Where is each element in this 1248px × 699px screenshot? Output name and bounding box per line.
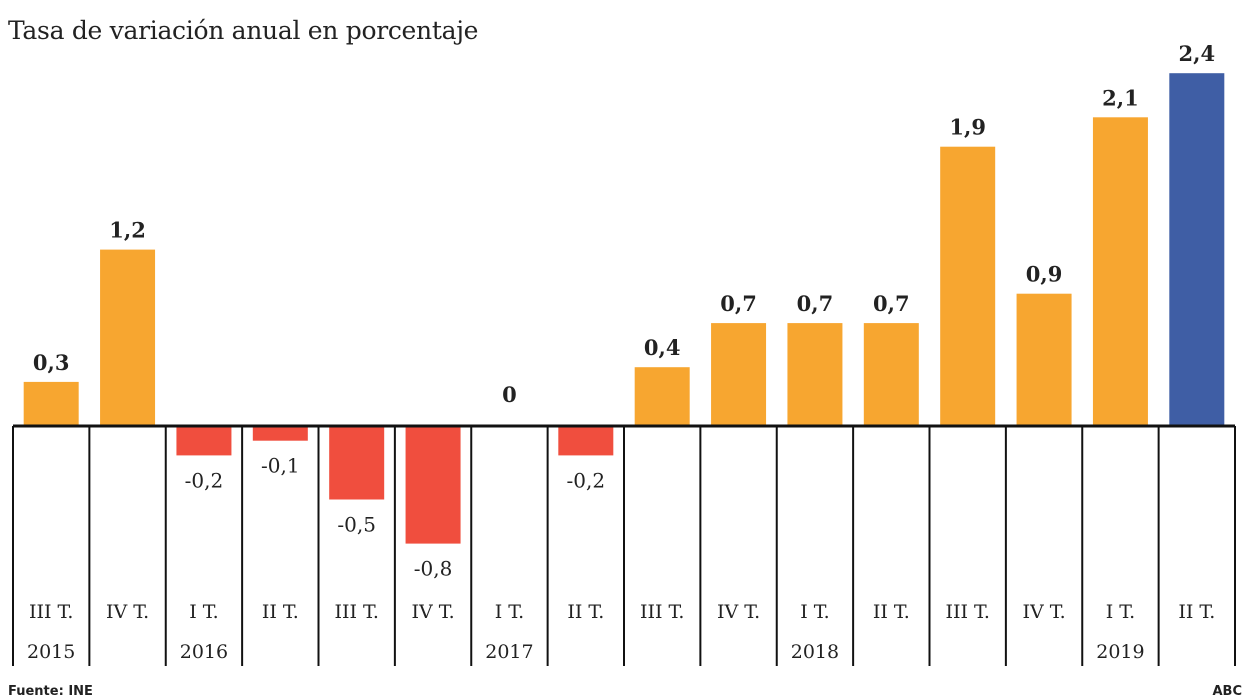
value-label-4: -0,5 — [337, 513, 376, 537]
tick-label-quarter-9: IV T. — [717, 601, 760, 623]
bars-layer — [23, 73, 1225, 544]
bar-4 — [329, 426, 385, 500]
tick-label-quarter-14: I T. — [1106, 601, 1135, 623]
bar-7 — [558, 426, 614, 456]
tick-label-quarter-13: IV T. — [1022, 601, 1065, 623]
tick-label-quarter-4: III T. — [334, 601, 378, 623]
source-note: Fuente: INE — [8, 684, 93, 699]
value-label-10: 0,7 — [797, 291, 834, 316]
value-label-12: 1,9 — [949, 115, 986, 140]
value-label-0: 0,3 — [33, 350, 70, 375]
value-label-6: 0 — [502, 382, 517, 407]
tick-label-quarter-15: II T. — [1178, 601, 1215, 623]
tick-label-quarter-12: III T. — [945, 601, 989, 623]
bar-12 — [940, 146, 996, 426]
bar-14 — [1092, 117, 1148, 427]
tick-label-quarter-10: I T. — [800, 601, 829, 623]
value-label-11: 0,7 — [873, 291, 910, 316]
bar-15 — [1169, 73, 1225, 426]
value-label-15: 2,4 — [1179, 41, 1216, 66]
tick-label-year-14: 2019 — [1096, 641, 1144, 663]
value-label-2: -0,2 — [185, 468, 224, 492]
tick-label-year-2: 2016 — [180, 641, 228, 663]
bar-2 — [176, 426, 232, 456]
bar-0 — [23, 381, 79, 426]
tick-label-quarter-7: II T. — [567, 601, 604, 623]
bar-8 — [634, 367, 690, 426]
value-label-3: -0,1 — [261, 454, 300, 478]
value-labels-layer: 0,3 1,2 -0,2 -0,1 -0,5 -0,8 0 -0,2 0,4 0,7 0,7 0,7 1… — [33, 41, 1215, 580]
value-label-1: 1,2 — [109, 218, 146, 243]
tick-label-year-6: 2017 — [485, 641, 533, 663]
tick-label-year-0: 2015 — [27, 641, 75, 663]
bar-3 — [252, 426, 308, 441]
bar-13 — [1016, 293, 1072, 426]
value-label-5: -0,8 — [414, 557, 453, 581]
value-label-9: 0,7 — [720, 291, 757, 316]
tick-label-quarter-0: III T. — [29, 601, 73, 623]
tick-label-quarter-6: I T. — [495, 601, 524, 623]
tick-label-quarter-11: II T. — [873, 601, 910, 623]
bar-10 — [787, 323, 843, 426]
bar-9 — [711, 323, 767, 426]
brand-label: ABC — [1212, 684, 1242, 699]
chart-title: Tasa de variación anual en porcentaje — [8, 16, 479, 45]
bar-5 — [405, 426, 461, 544]
value-label-8: 0,4 — [644, 335, 681, 360]
value-label-13: 0,9 — [1026, 262, 1063, 287]
tick-label-quarter-8: III T. — [640, 601, 684, 623]
bar-1 — [100, 249, 156, 426]
value-label-7: -0,2 — [567, 468, 606, 492]
value-label-14: 2,1 — [1102, 85, 1139, 110]
category-axis: III T. 2015 IV T. I T. 2016 II T. III T. IV T. I… — [12, 424, 1236, 666]
bar-11 — [863, 323, 919, 426]
tick-label-quarter-3: II T. — [262, 601, 299, 623]
tick-label-quarter-2: I T. — [189, 601, 218, 623]
tick-label-quarter-1: IV T. — [106, 601, 149, 623]
tick-label-quarter-5: IV T. — [411, 601, 454, 623]
tick-label-year-10: 2018 — [791, 641, 839, 663]
